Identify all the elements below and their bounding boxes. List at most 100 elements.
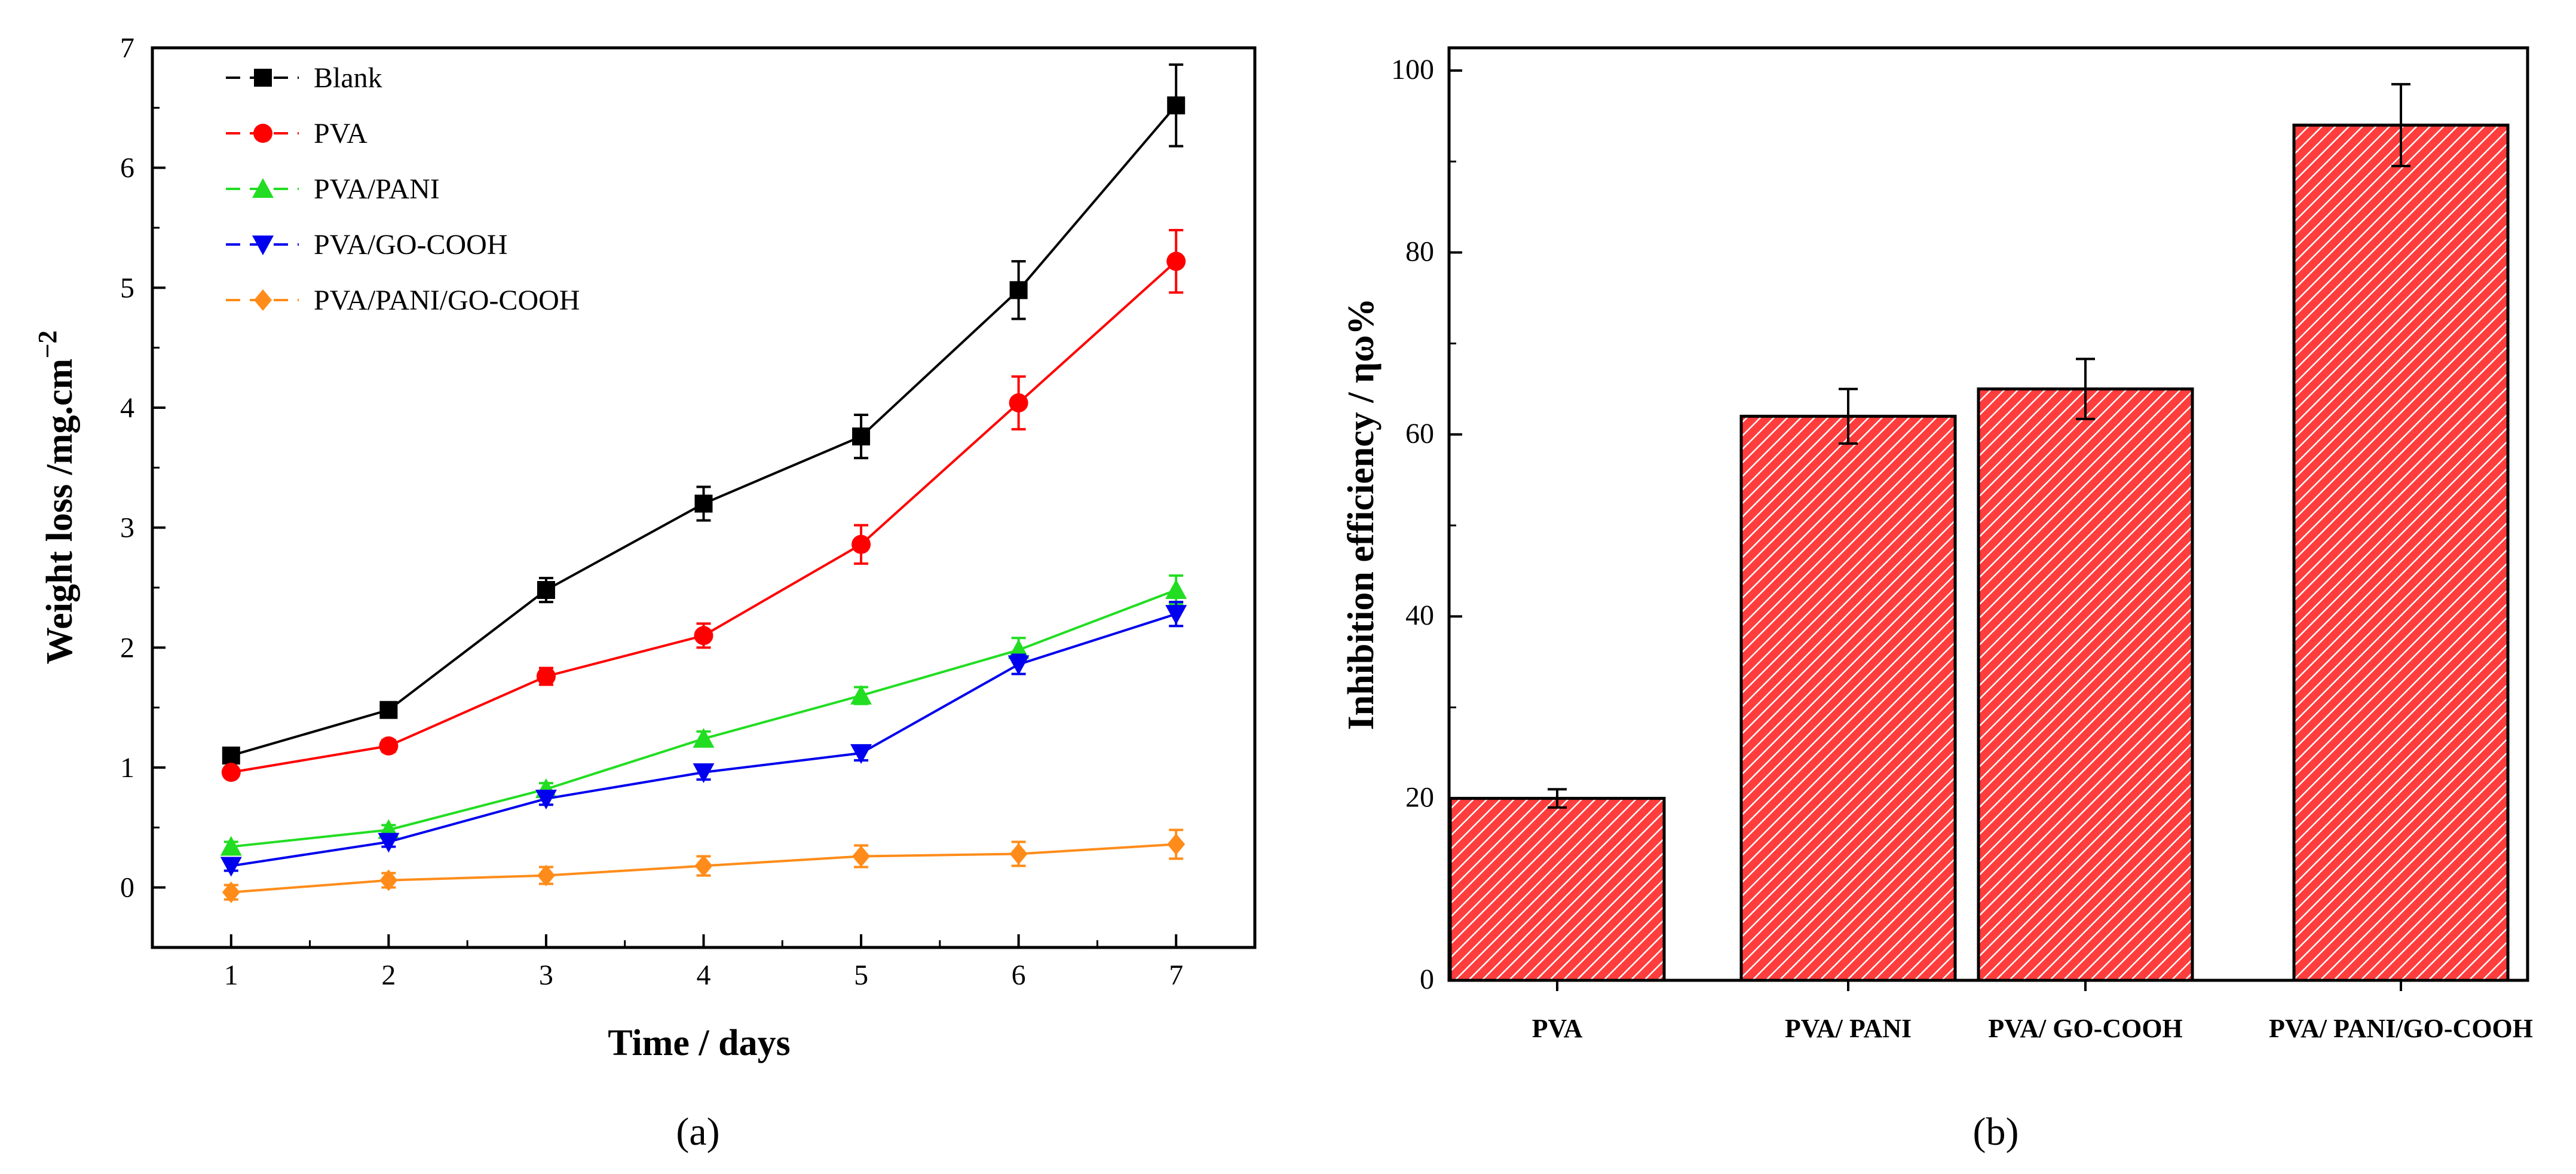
category-label: PVA/ GO-COOH [1988, 1014, 2183, 1043]
data-point [1007, 655, 1030, 675]
data-point [537, 864, 555, 886]
x-tick-label: 5 [854, 959, 868, 991]
y-axis-label-group: Inhibition efficiency / ηω% [1341, 298, 1382, 730]
data-point [536, 667, 556, 686]
series [222, 63, 1186, 765]
data-point [1167, 833, 1186, 855]
bars-group: PVA PVA/ PANI PVA/ GO-COOH PVA/ PANI/GO-COO… [1448, 82, 2533, 1043]
y-tick-label: 3 [120, 512, 134, 544]
data-point [852, 845, 871, 867]
y-axis-label-exponent: −2 [33, 331, 62, 359]
y-tick-label: 6 [120, 152, 134, 184]
bar [1739, 414, 1957, 982]
data-point [1167, 96, 1186, 115]
series-group [220, 63, 1187, 903]
legend-item: PVA/GO-COOH [226, 229, 508, 261]
y-tick-label: 2 [120, 632, 134, 664]
data-point [378, 833, 400, 853]
category-label: PVA/ PANI/GO-COOH [2269, 1014, 2533, 1043]
legend-label: PVA [314, 118, 367, 149]
x-tick-label: 1 [224, 959, 238, 991]
y-axis-label: Weight loss /mg.cm−2 [33, 331, 80, 665]
y-tick-label: 40 [1405, 600, 1434, 631]
legend-label: Blank [314, 62, 382, 94]
data-point [852, 427, 871, 446]
y-tick-label: 0 [120, 872, 134, 904]
x-tick-label: 7 [1169, 959, 1183, 991]
data-point [1166, 252, 1186, 271]
caption-a: (a) [676, 1110, 719, 1154]
legend-label: PVA/GO-COOH [314, 229, 508, 261]
data-point [694, 855, 713, 877]
data-point [221, 763, 241, 782]
data-point [693, 763, 715, 784]
legend-item: PVA [226, 118, 367, 149]
x-axis-label: Time / days [608, 1023, 790, 1063]
data-point [220, 836, 242, 856]
data-point [1009, 843, 1028, 865]
data-point [379, 736, 399, 756]
data-point [379, 869, 398, 891]
data-point [1165, 579, 1187, 600]
legend-marker [254, 289, 272, 311]
bar [2292, 123, 2510, 982]
category-label: PVA [1532, 1014, 1583, 1043]
data-point [850, 744, 872, 764]
bar [1977, 387, 2194, 982]
data-point [222, 746, 240, 765]
legend-marker [252, 178, 274, 198]
data-point [1165, 605, 1187, 625]
data-point [851, 534, 871, 554]
bar-item: PVA/ PANI/GO-COOH [2269, 82, 2533, 1043]
y-axis-label-text: Weight loss /mg.cm [39, 359, 80, 664]
axis-ticks: 1 2 3 4 5 6 7 0 1 2 3 4 5 6 7 [120, 32, 1183, 991]
legend-item: Blank [226, 62, 382, 94]
legend-label: PVA/PANI/GO-COOH [314, 285, 580, 316]
y-axis-label: Inhibition efficiency / ηω% [1341, 298, 1382, 730]
category-label: PVA/ PANI [1785, 1014, 1912, 1043]
data-point [694, 494, 713, 513]
legend-marker [253, 124, 272, 143]
line-chart-panel: 1 2 3 4 5 6 7 0 1 2 3 4 5 6 7 Blank PVA PVA/PANI PVA/GO-C… [33, 32, 1257, 1154]
x-tick-label: 6 [1012, 959, 1026, 991]
y-tick-label: 4 [120, 392, 134, 424]
data-point [850, 684, 872, 705]
legend-label: PVA/PANI [314, 173, 440, 205]
bar-item: PVA [1448, 788, 1666, 1043]
data-point [535, 790, 557, 810]
x-tick-label: 2 [381, 959, 396, 991]
x-tick-label: 4 [697, 959, 711, 991]
data-point [379, 701, 398, 719]
data-point [1009, 393, 1028, 412]
data-point [220, 857, 242, 877]
data-point [694, 626, 713, 646]
legend-marker [254, 69, 272, 87]
bar [1448, 797, 1666, 982]
series [221, 229, 1186, 782]
series [220, 601, 1187, 877]
data-point [1009, 281, 1028, 299]
y-tick-label: 80 [1405, 236, 1434, 267]
y-tick-label: 7 [120, 32, 134, 64]
legend: Blank PVA PVA/PANI PVA/GO-COOH PVA/PANI/GO-C… [226, 62, 580, 316]
data-point [222, 881, 240, 903]
bar-item: PVA/ GO-COOH [1977, 357, 2194, 1043]
legend-item: PVA/PANI/GO-COOH [226, 285, 580, 316]
bar-item: PVA/ PANI [1739, 387, 1957, 1043]
y-tick-label: 20 [1405, 782, 1434, 814]
y-tick-label: 1 [120, 752, 134, 784]
y-tick-label: 5 [120, 272, 134, 304]
y-tick-label: 0 [1420, 964, 1434, 995]
y-tick-label: 60 [1405, 418, 1434, 450]
y-tick-label: 100 [1391, 54, 1434, 85]
data-point [537, 581, 555, 600]
data-point [693, 727, 715, 748]
x-tick-label: 3 [539, 959, 553, 991]
legend-marker [252, 236, 274, 255]
caption-b: (b) [1973, 1110, 2019, 1154]
legend-item: PVA/PANI [226, 173, 440, 205]
axis-ticks: 0 20 40 60 80 100 [1391, 54, 1462, 995]
y-axis-label-group: Weight loss /mg.cm−2 [33, 331, 80, 665]
